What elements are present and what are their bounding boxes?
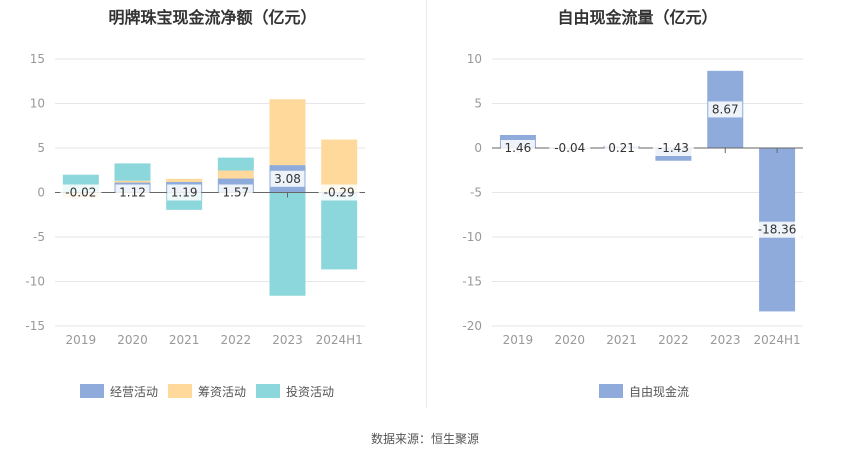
chart1-value-label-bg	[115, 184, 150, 201]
chart2-value-label: 0.21	[608, 141, 635, 155]
chart1-bar-series2	[269, 99, 306, 166]
legend-operating-label: 经营活动	[110, 385, 158, 399]
chart2-value-label-bg	[549, 140, 591, 156]
chart1-value-label-bg	[218, 184, 253, 201]
chart2-x-tick-label: 2024H1	[753, 333, 800, 347]
chart2-value-label-bg	[652, 140, 694, 156]
chart1-y-tick-label: 15	[30, 52, 45, 66]
legend-investing-label: 投资活动	[286, 384, 334, 399]
chart2-y-tick-label: -20	[462, 319, 482, 333]
chart2-value-label: -1.43	[658, 141, 689, 155]
chart2-value-label: 1.46	[505, 141, 532, 155]
chart1-x-tick-label: 2024H1	[316, 333, 363, 347]
chart1-value-label-bg	[60, 184, 102, 201]
legend-financing-swatch	[168, 384, 192, 398]
chart2-y-tick-label: -15	[462, 275, 482, 289]
chart2-value-label-bg	[753, 221, 802, 238]
chart2-value-label-bg	[708, 101, 743, 118]
chart1-bar-series2	[166, 178, 203, 182]
chart2-x-tick-label: 2021	[606, 333, 637, 347]
panel-divider	[426, 0, 427, 408]
chart2-value-label-bg	[500, 140, 535, 156]
chart1-value-label: 3.08	[274, 172, 301, 186]
chart2-x-tick-label: 2019	[503, 333, 534, 347]
chart1-value-label: 1.57	[222, 186, 249, 200]
chart2-x-tick-label: 2022	[658, 333, 689, 347]
chart2-y-tick-label: 5	[474, 97, 482, 111]
chart1-y-tick-label: 10	[30, 97, 45, 111]
chart1-value-label-bg	[270, 170, 305, 187]
chart1-bar-series2	[114, 180, 151, 183]
chart1-value-label: 1.19	[171, 186, 198, 200]
legend-free-cash-flow-swatch	[599, 384, 623, 398]
chart2-value-label: 8.67	[712, 102, 739, 116]
chart1-bar-series3	[114, 163, 151, 181]
chart1-value-label: 1.12	[119, 186, 146, 200]
chart1-x-tick-label: 2021	[169, 333, 200, 347]
chart2-x-tick-label: 2023	[710, 333, 741, 347]
legend-financing-label: 筹资活动	[198, 385, 246, 399]
chart1-value-label: -0.02	[65, 186, 96, 200]
chart1-y-tick-label: 0	[37, 186, 45, 200]
chart2-value-label: -0.04	[554, 141, 585, 155]
left-chart-title: 明牌珠宝现金流净额（亿元）	[108, 8, 317, 27]
chart1-y-tick-label: -15	[25, 319, 45, 333]
chart2-y-tick-label: -5	[470, 186, 482, 200]
chart1-x-tick-label: 2020	[117, 333, 148, 347]
chart2-y-tick-label: 10	[467, 52, 482, 66]
chart1-bar-series3	[321, 195, 358, 270]
chart1-y-tick-label: -10	[25, 275, 45, 289]
chart1-y-tick-label: 5	[37, 141, 45, 155]
chart1-bar-series2	[217, 170, 254, 179]
chart1-x-tick-label: 2022	[221, 333, 252, 347]
chart1-bar-series3	[217, 157, 254, 171]
data-source-note: 数据来源：恒生聚源	[370, 432, 479, 446]
chart1-x-tick-label: 2019	[66, 333, 97, 347]
legend-operating-swatch	[80, 384, 104, 398]
chart1-y-tick-label: -5	[33, 230, 45, 244]
chart2-y-tick-label: -10	[462, 230, 482, 244]
chart1-value-label-bg	[167, 184, 202, 201]
chart1-bar-series3	[269, 192, 306, 296]
chart2-value-label-bg	[604, 140, 639, 156]
chart2-y-tick-label: 0	[474, 141, 482, 155]
chart2-value-label: -18.36	[758, 223, 797, 237]
chart1-value-label: -0.29	[324, 186, 355, 200]
chart2-x-tick-label: 2020	[554, 333, 585, 347]
chart1-x-tick-label: 2023	[272, 333, 303, 347]
right-chart-title: 自由现金流量（亿元）	[557, 8, 718, 27]
legend-free-cash-flow-label: 自由现金流	[629, 384, 689, 399]
chart1-bar-series2	[321, 139, 358, 193]
legend-investing-swatch	[256, 384, 280, 398]
chart1-value-label-bg	[318, 184, 360, 201]
